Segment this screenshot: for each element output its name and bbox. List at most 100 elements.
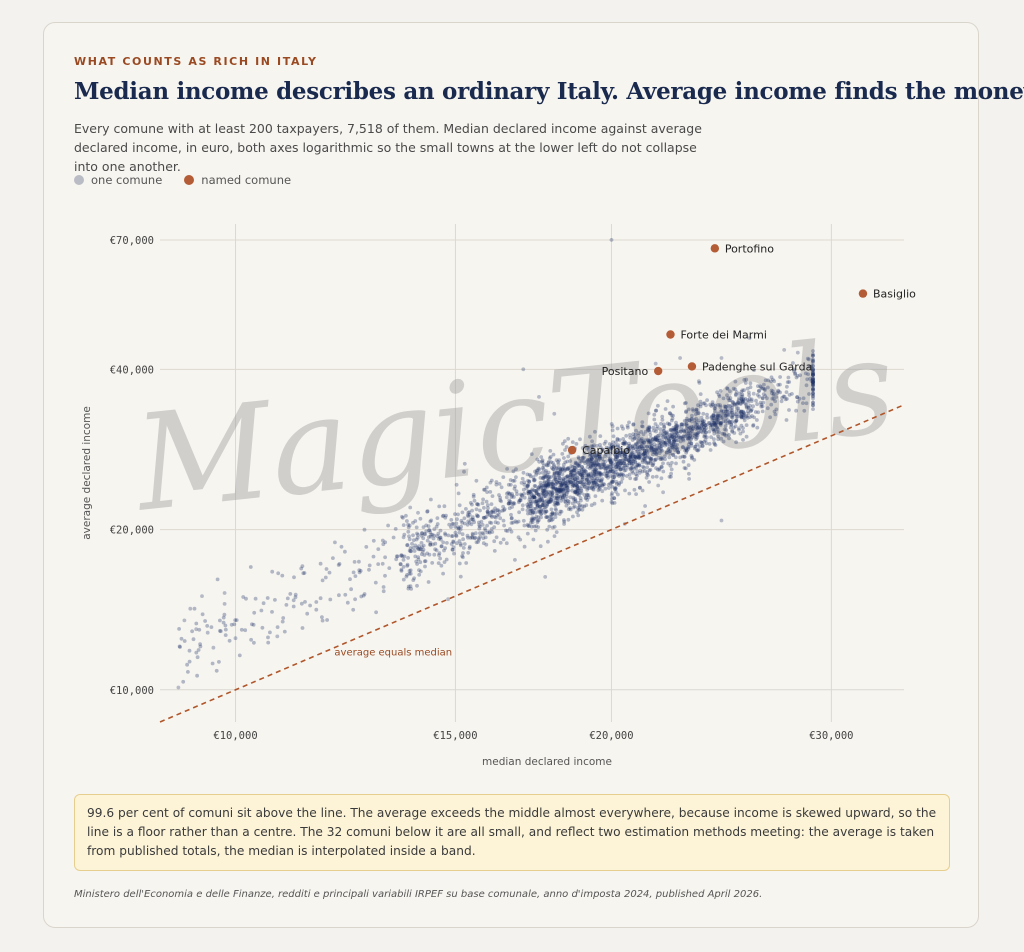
data-point	[707, 442, 712, 446]
data-point	[577, 504, 582, 509]
data-point	[631, 446, 635, 450]
data-point	[730, 415, 735, 420]
data-point	[540, 461, 545, 465]
data-point	[666, 448, 671, 452]
data-point	[480, 531, 485, 535]
data-point	[608, 467, 613, 472]
data-point	[704, 430, 708, 434]
data-point	[587, 457, 592, 462]
data-point	[530, 499, 535, 504]
data-point	[721, 439, 726, 444]
data-point	[573, 471, 577, 476]
data-point	[550, 511, 555, 516]
data-point	[563, 488, 568, 493]
data-point	[471, 492, 476, 497]
data-point	[543, 511, 547, 515]
data-point	[551, 482, 555, 487]
data-point	[715, 415, 720, 419]
data-point	[598, 466, 603, 470]
data-point	[444, 557, 449, 562]
data-point	[539, 515, 543, 520]
data-point	[546, 499, 550, 504]
data-point	[561, 487, 565, 492]
data-point	[613, 443, 618, 448]
data-point	[563, 475, 568, 480]
data-point	[727, 404, 732, 408]
data-point	[532, 516, 536, 521]
data-point	[695, 442, 699, 447]
data-point	[648, 432, 653, 437]
data-point	[643, 438, 647, 443]
data-point	[501, 537, 506, 542]
data-point	[501, 504, 505, 509]
data-point	[642, 450, 647, 455]
data-point	[514, 467, 518, 472]
data-point	[606, 475, 610, 480]
data-point	[527, 472, 532, 477]
data-point	[646, 473, 650, 477]
data-point	[652, 445, 656, 449]
data-point	[692, 458, 697, 462]
data-point	[723, 407, 728, 412]
data-point	[735, 402, 739, 406]
data-point	[427, 528, 431, 533]
data-point	[615, 461, 620, 466]
data-point	[676, 450, 681, 455]
data-point	[210, 661, 215, 666]
data-point	[718, 423, 723, 427]
data-point	[617, 453, 621, 458]
data-point	[684, 429, 689, 434]
data-point	[811, 379, 815, 384]
data-point	[572, 484, 577, 489]
data-point	[741, 429, 745, 434]
data-point	[638, 448, 643, 453]
data-point	[699, 440, 704, 445]
data-point	[504, 495, 509, 500]
data-point	[731, 425, 736, 430]
data-point	[673, 448, 678, 453]
data-point	[451, 522, 456, 526]
data-point	[351, 570, 356, 575]
data-point	[811, 369, 815, 374]
data-point	[498, 540, 503, 545]
data-point	[772, 379, 777, 384]
data-point	[594, 473, 598, 477]
data-point	[560, 495, 565, 499]
data-point	[546, 482, 551, 487]
data-point	[725, 421, 730, 426]
data-point	[550, 491, 555, 495]
data-point	[621, 426, 625, 431]
data-point	[680, 422, 684, 426]
data-point	[600, 483, 605, 487]
data-point	[627, 420, 631, 425]
data-point	[724, 409, 729, 413]
data-point	[566, 517, 571, 522]
data-point	[576, 455, 581, 460]
legend-item-named-comune: named comune	[184, 173, 291, 187]
data-point	[387, 566, 392, 570]
data-point	[445, 541, 449, 545]
data-point	[537, 471, 542, 475]
data-point	[485, 503, 490, 508]
data-point	[611, 472, 616, 477]
data-point	[603, 460, 607, 464]
data-point	[630, 444, 635, 449]
data-point	[615, 453, 620, 458]
data-point	[187, 648, 192, 653]
data-point	[270, 569, 275, 574]
data-point	[558, 480, 562, 485]
data-point	[425, 509, 430, 514]
chart-subtitle: Every comune with at least 200 taxpayers…	[74, 121, 702, 174]
data-point	[780, 396, 784, 400]
data-point	[656, 436, 661, 440]
data-point	[590, 476, 594, 480]
data-point	[617, 461, 621, 465]
data-point	[759, 385, 763, 389]
data-point	[619, 458, 624, 463]
data-point	[694, 416, 698, 421]
data-point	[811, 386, 815, 391]
data-point	[628, 467, 633, 472]
data-point	[548, 514, 552, 519]
data-point	[477, 520, 481, 525]
data-point	[543, 484, 548, 489]
